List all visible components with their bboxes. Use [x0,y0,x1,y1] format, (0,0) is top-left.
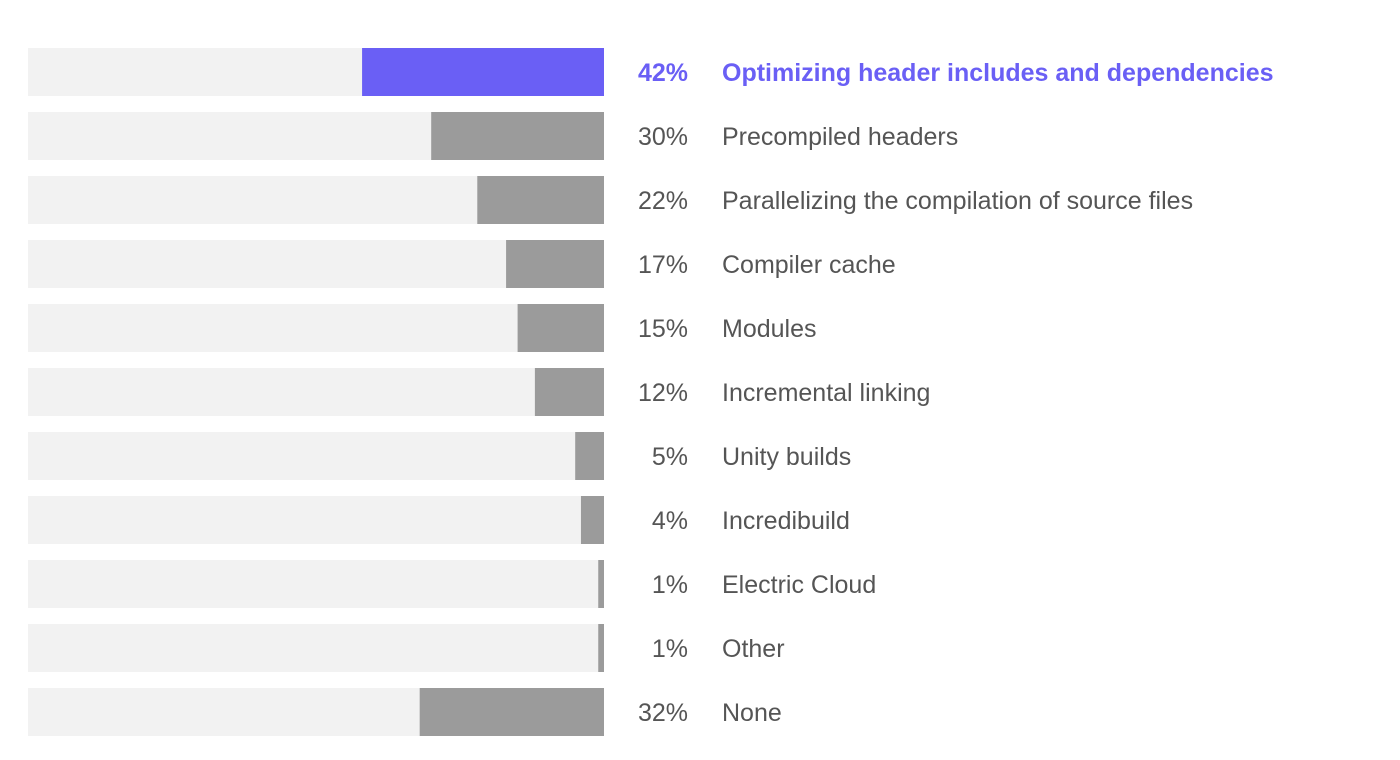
bar [598,560,604,608]
value-label: 17% [638,251,688,279]
bar-track [28,496,604,544]
category-label: Incremental linking [722,379,930,407]
value-label: 1% [652,571,688,599]
category-label: Incredibuild [722,507,850,535]
category-label: Other [722,635,785,663]
category-label: Precompiled headers [722,123,958,151]
bar [598,624,604,672]
value-label: 30% [638,123,688,151]
value-label: 22% [638,187,688,215]
value-label: 1% [652,635,688,663]
category-label: Electric Cloud [722,571,876,599]
bar [419,688,604,736]
bar [506,240,604,288]
bar [534,368,604,416]
bar-track [28,624,604,672]
bar-track [28,560,604,608]
category-label: Optimizing header includes and dependenc… [722,59,1274,87]
bar [517,304,604,352]
value-label: 32% [638,699,688,727]
bar-track [28,432,604,480]
value-label: 5% [652,443,688,471]
value-label: 4% [652,507,688,535]
bar [431,112,604,160]
value-label: 42% [638,59,688,87]
bar-track [28,368,604,416]
category-label: Unity builds [722,443,851,471]
category-label: Parallelizing the compilation of source … [722,187,1193,215]
bar [575,432,604,480]
value-label: 12% [638,379,688,407]
bar [362,48,604,96]
bar-track [28,304,604,352]
bar [477,176,604,224]
category-label: Compiler cache [722,251,896,279]
category-label: Modules [722,315,817,343]
value-label: 15% [638,315,688,343]
bar [580,496,604,544]
category-label: None [722,699,782,727]
